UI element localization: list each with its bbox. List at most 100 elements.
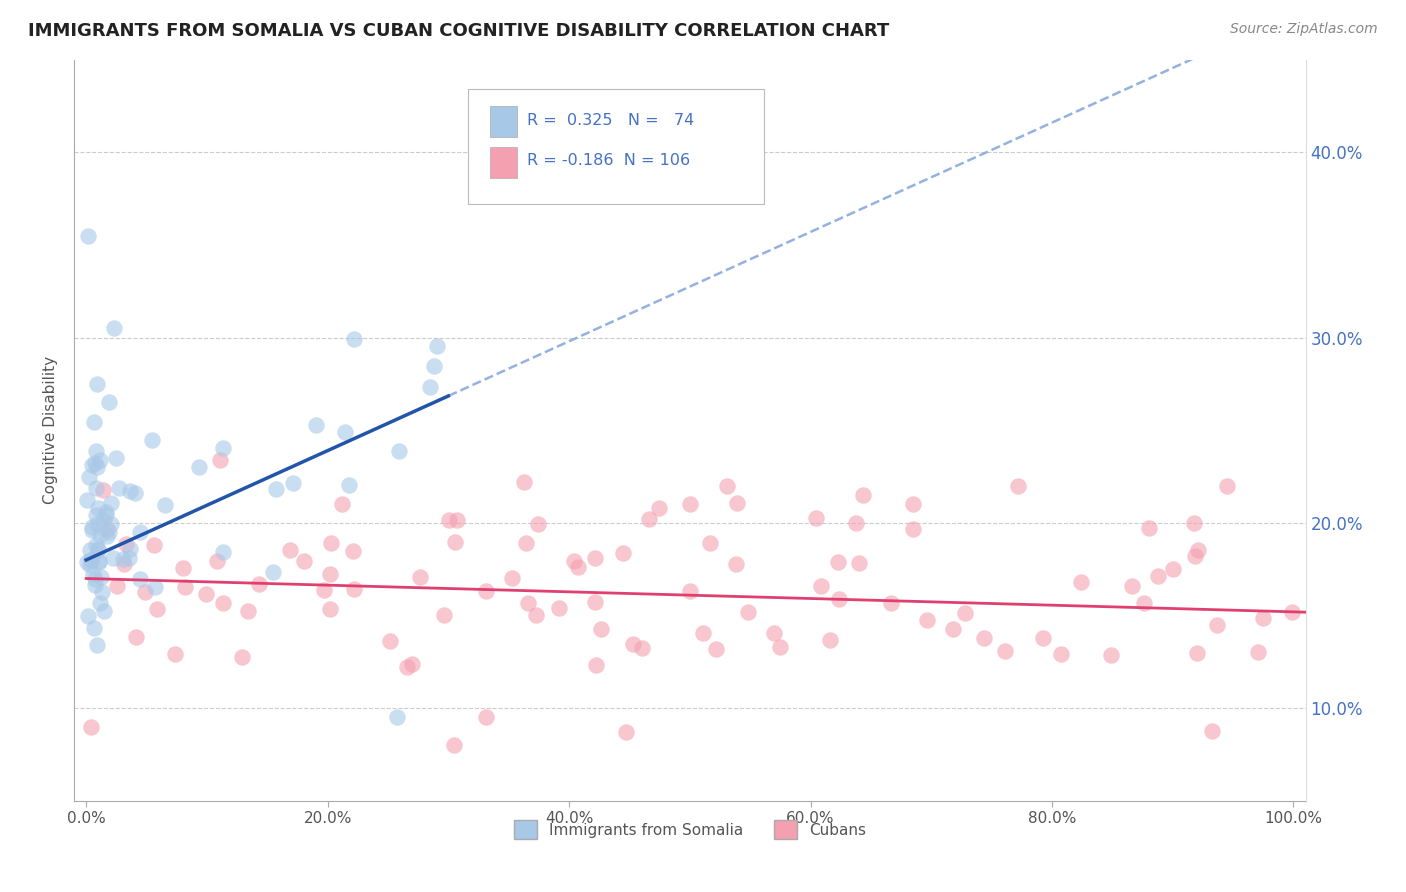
Point — [87, 542, 110, 557]
Point — [100, 496, 122, 510]
Point — [108, 481, 131, 495]
Point — [134, 585, 156, 599]
Point — [699, 536, 721, 550]
Point — [845, 516, 868, 530]
Point — [648, 501, 671, 516]
Point — [942, 622, 965, 636]
Point — [118, 484, 141, 499]
Point — [401, 657, 423, 671]
Point — [692, 626, 714, 640]
Point — [283, 476, 305, 491]
Point — [763, 626, 786, 640]
Point — [583, 551, 606, 566]
Point — [337, 477, 360, 491]
Point — [89, 528, 111, 542]
Point — [1187, 543, 1209, 558]
Legend: Immigrants from Somalia, Cubans: Immigrants from Somalia, Cubans — [508, 814, 872, 845]
Point — [903, 497, 925, 511]
Point — [212, 596, 235, 610]
Point — [1182, 516, 1205, 530]
Point — [100, 516, 122, 531]
Point — [385, 710, 408, 724]
Point — [583, 595, 606, 609]
Point — [589, 622, 612, 636]
Point — [83, 577, 105, 591]
Point — [105, 579, 128, 593]
Point — [1070, 575, 1092, 590]
Point — [212, 545, 235, 559]
Point — [631, 640, 654, 655]
Point — [526, 517, 548, 532]
Point — [238, 604, 260, 618]
Bar — [491, 106, 517, 137]
Point — [86, 517, 108, 532]
Point — [173, 580, 195, 594]
Point — [76, 493, 98, 508]
Point — [118, 550, 141, 565]
Point — [262, 565, 284, 579]
Point — [209, 453, 232, 467]
Point — [419, 380, 441, 394]
Point — [83, 572, 105, 586]
Point — [567, 560, 589, 574]
Point — [1137, 521, 1160, 535]
Point — [1121, 579, 1143, 593]
Point — [304, 417, 326, 432]
Point — [163, 647, 186, 661]
Point — [90, 570, 112, 584]
Point — [513, 475, 536, 490]
Point — [725, 558, 748, 572]
Point — [103, 321, 125, 335]
Point — [343, 582, 366, 597]
Point — [79, 720, 101, 734]
Point — [1050, 647, 1073, 661]
Point — [1147, 568, 1170, 582]
Point — [79, 558, 101, 573]
Point — [93, 604, 115, 618]
Point — [1184, 549, 1206, 563]
Point — [585, 658, 607, 673]
Point — [266, 482, 288, 496]
Point — [716, 479, 738, 493]
Point — [515, 536, 537, 550]
Point — [333, 425, 356, 440]
Point — [96, 529, 118, 543]
Point — [614, 725, 637, 739]
Point — [852, 488, 875, 502]
Point — [704, 642, 727, 657]
Point — [1216, 479, 1239, 493]
Point — [725, 495, 748, 509]
Point — [1205, 618, 1227, 632]
Point — [638, 512, 661, 526]
FancyBboxPatch shape — [468, 89, 763, 204]
Point — [612, 546, 634, 560]
Point — [195, 586, 218, 600]
Point — [146, 601, 169, 615]
Point — [423, 359, 446, 373]
Point — [426, 339, 449, 353]
Point — [388, 443, 411, 458]
Point — [172, 560, 194, 574]
Point — [83, 456, 105, 470]
Point — [80, 520, 103, 534]
Point — [437, 513, 460, 527]
Point — [312, 582, 335, 597]
Point — [828, 592, 851, 607]
Point — [848, 556, 870, 570]
Point — [433, 608, 456, 623]
Point — [378, 634, 401, 648]
Point — [212, 442, 235, 456]
Text: IMMIGRANTS FROM SOMALIA VS CUBAN COGNITIVE DISABILITY CORRELATION CHART: IMMIGRANTS FROM SOMALIA VS CUBAN COGNITI… — [28, 22, 890, 40]
Point — [1185, 646, 1208, 660]
Point — [1247, 645, 1270, 659]
Point — [679, 583, 702, 598]
Point — [827, 555, 849, 569]
Point — [112, 557, 135, 571]
Point — [409, 570, 432, 584]
Point — [89, 596, 111, 610]
Point — [80, 458, 103, 472]
Point — [444, 535, 467, 549]
Point — [96, 522, 118, 536]
Point — [89, 453, 111, 467]
Point — [343, 332, 366, 346]
